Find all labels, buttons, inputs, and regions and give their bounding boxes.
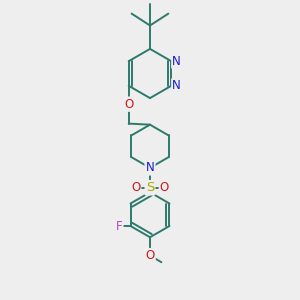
Text: O: O [124,98,133,111]
Text: N: N [146,161,154,174]
Text: O: O [160,181,169,194]
Text: S: S [146,181,154,194]
Text: N: N [172,79,181,92]
Text: O: O [146,249,154,262]
Text: N: N [172,55,181,68]
Text: F: F [116,220,122,232]
Text: O: O [131,181,140,194]
